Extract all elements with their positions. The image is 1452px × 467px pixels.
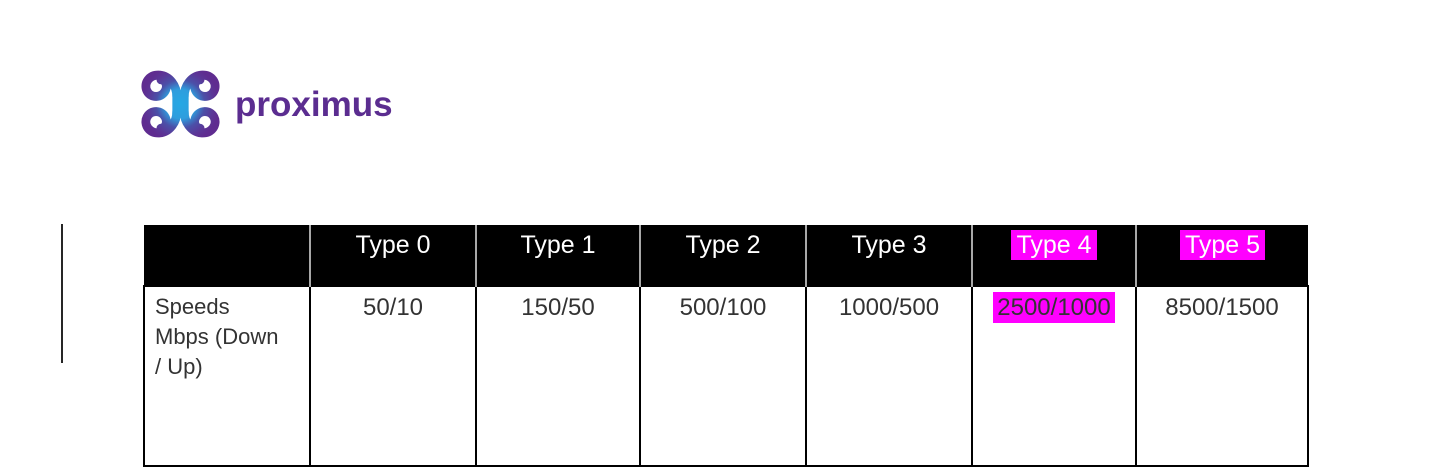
speed-cell-type-0: 50/10	[309, 285, 477, 467]
highlight-type-5: Type 5	[1179, 230, 1266, 260]
speeds-table: Type 0 Type 1 Type 2 Type 3 Type 4 Type …	[143, 225, 1309, 467]
speeds-row: Speeds Mbps (Down / Up) 50/10 150/50 500…	[143, 285, 1309, 467]
proximus-logo: proximus	[134, 60, 393, 148]
column-header-blank	[144, 225, 310, 286]
header-row: Type 0 Type 1 Type 2 Type 3 Type 4 Type …	[144, 225, 1308, 286]
column-header-type-2: Type 2	[639, 225, 806, 286]
column-header-type-5: Type 5	[1135, 225, 1308, 286]
speed-cell-type-4: 2500/1000	[971, 285, 1137, 467]
speed-cell-type-3: 1000/500	[805, 285, 973, 467]
highlight-speed-type-4: 2500/1000	[993, 292, 1115, 323]
speed-cell-type-1: 150/50	[475, 285, 641, 467]
row-label-speeds: Speeds Mbps (Down / Up)	[143, 285, 311, 467]
column-header-type-4: Type 4	[971, 225, 1136, 286]
column-header-type-3: Type 3	[805, 225, 972, 286]
document-page: { "page": { "background": "#ffffff" }, "…	[61, 60, 1309, 467]
speed-cell-type-2: 500/100	[639, 285, 807, 467]
proximus-butterfly-icon	[141, 61, 227, 147]
highlight-type-4: Type 4	[1011, 230, 1097, 260]
column-header-type-0: Type 0	[309, 225, 476, 286]
brand-wordmark: proximus	[235, 85, 393, 124]
speed-cell-type-5: 8500/1500	[1135, 285, 1309, 467]
revision-change-bar	[61, 224, 63, 363]
column-header-type-1: Type 1	[475, 225, 640, 286]
